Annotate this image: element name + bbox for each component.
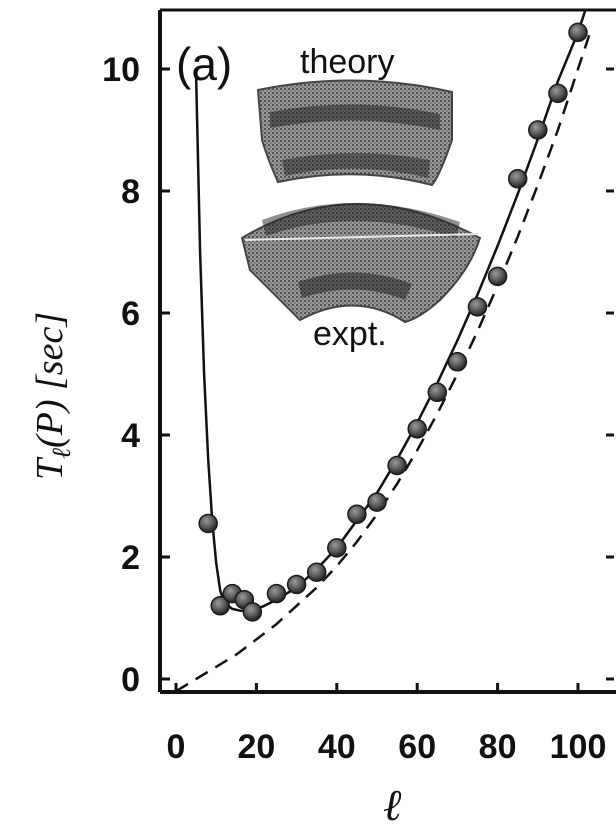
y-tick-label-2: 2 — [121, 539, 140, 577]
data-point-9 — [347, 504, 367, 525]
inset-divider — [244, 233, 479, 241]
data-point-19 — [548, 83, 568, 104]
y-axis-label: Tℓ(P) [sec] — [29, 312, 76, 480]
x-tick-label-0: 0 — [167, 728, 186, 766]
data-point-1 — [210, 596, 230, 616]
data-point-5 — [266, 583, 287, 604]
data-point-7 — [306, 562, 327, 582]
data-point-17 — [507, 169, 528, 189]
data-point-0 — [198, 513, 218, 534]
x-axis-label: ℓ — [383, 781, 402, 830]
x-tick-label-40: 40 — [318, 728, 356, 766]
inset-theory-band-2 — [282, 153, 430, 178]
inset-theory-band — [270, 104, 440, 130]
inset-figure: theory expt. — [240, 43, 482, 353]
data-point-16 — [487, 266, 508, 287]
x-tick-label-100: 100 — [550, 728, 607, 766]
axis-tick-labels: 0 20 40 60 80 100 0 2 4 6 8 10 — [102, 51, 606, 766]
inset-top-label: theory — [300, 43, 395, 81]
data-point-13 — [427, 382, 448, 403]
data-points — [198, 22, 588, 622]
x-tick-label-60: 60 — [398, 728, 436, 766]
y-tick-label-8: 8 — [121, 173, 140, 211]
data-point-11 — [387, 455, 407, 476]
x-tick-label-80: 80 — [479, 728, 517, 766]
y-tick-label-0: 0 — [121, 661, 140, 699]
data-point-8 — [327, 538, 347, 558]
inset-expt-band-2 — [298, 272, 412, 300]
panel-label: (a) — [176, 38, 232, 90]
plot-frame — [158, 8, 616, 694]
y-tick-label-4: 4 — [121, 417, 140, 455]
y-tick-label-10: 10 — [102, 51, 140, 89]
inset-bottom-label: expt. — [313, 315, 387, 353]
x-tick-label-20: 20 — [237, 728, 275, 766]
y-axis-label-main: T — [29, 456, 71, 480]
solid-curve — [194, 10, 587, 612]
data-point-15 — [467, 297, 488, 317]
data-point-6 — [286, 574, 307, 595]
data-point-20 — [568, 22, 588, 43]
y-tick-label-6: 6 — [121, 295, 140, 333]
data-point-10 — [367, 492, 387, 512]
data-point-14 — [447, 352, 468, 372]
y-axis-label-subscript: ℓ — [47, 448, 76, 459]
y-axis-label-rest: (P) [sec] — [29, 312, 71, 448]
data-point-12 — [407, 419, 427, 439]
dashed-curve — [175, 32, 592, 692]
data-point-4 — [242, 602, 263, 622]
inset-expt-band — [262, 202, 460, 238]
data-point-18 — [528, 120, 548, 140]
curves — [175, 10, 592, 692]
